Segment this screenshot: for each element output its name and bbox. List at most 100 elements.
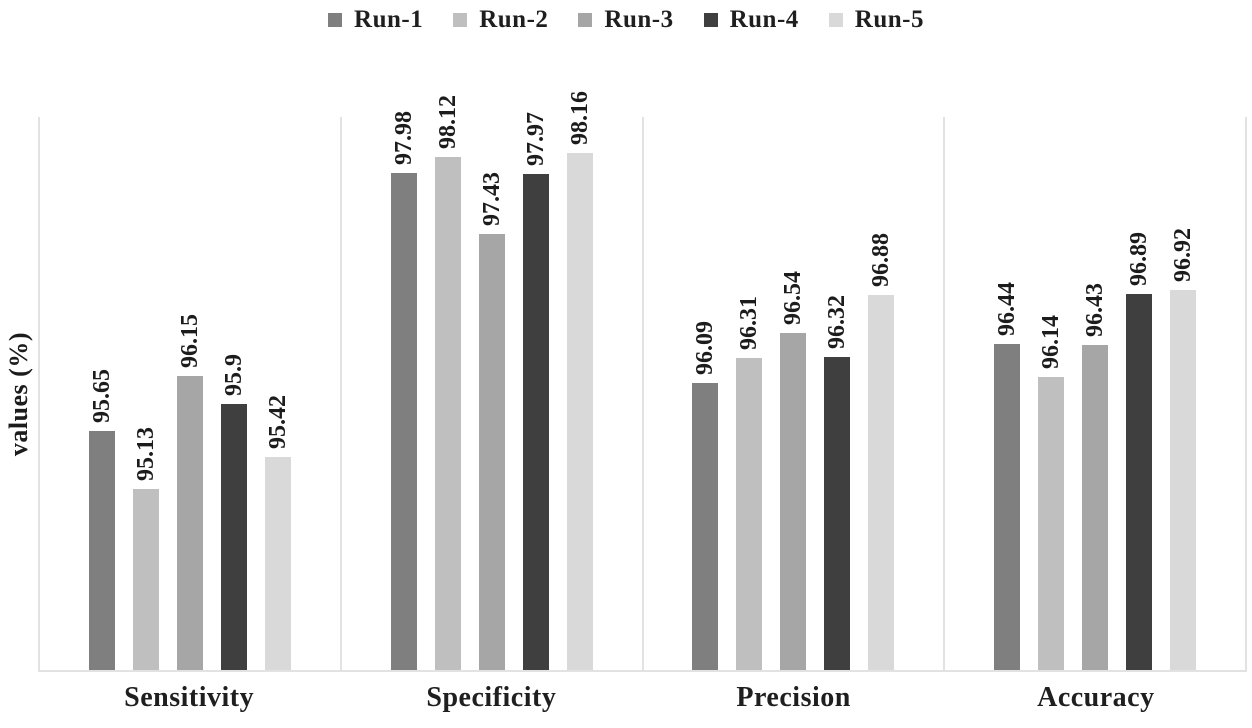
bar-run-5-precision bbox=[868, 295, 895, 670]
bar-value-label-container: 96.44 bbox=[994, 282, 1020, 336]
legend-item-run-3: Run-3 bbox=[578, 6, 673, 34]
bar-value-label: 98.12 bbox=[434, 95, 461, 149]
bar-run-1-accuracy bbox=[994, 344, 1021, 670]
bar-value-label-container: 98.12 bbox=[435, 95, 461, 149]
category-panel-precision: 96.09 96.31 96.54 96.32 96.88 bbox=[644, 117, 946, 670]
bar-unit: 96.43 bbox=[1082, 117, 1109, 670]
category-panel-specificity: 97.98 98.12 97.43 97.97 98.16 bbox=[342, 91, 644, 670]
bar-run-1-precision bbox=[692, 383, 719, 670]
bar-value-label-container: 95.42 bbox=[265, 395, 291, 449]
bar-value-label: 95.42 bbox=[264, 395, 291, 449]
bar-unit: 96.09 bbox=[692, 117, 719, 670]
bar-run-3-specificity bbox=[478, 234, 505, 670]
bar-value-label: 96.43 bbox=[1082, 283, 1109, 337]
bar-value-label: 96.54 bbox=[780, 271, 807, 325]
category-label-specificity: Specificity bbox=[426, 682, 557, 713]
bar-run-1-sensitivity bbox=[88, 431, 115, 670]
y-axis-label-container: values (%) bbox=[2, 117, 36, 672]
bar-value-label-container: 95.13 bbox=[133, 427, 159, 481]
bar-value-label-container: 95.65 bbox=[89, 369, 115, 423]
plot-area: 95.65 95.13 96.15 95.9 95.42 97.98 98.12 97.43 9… bbox=[38, 91, 1247, 672]
bar-unit: 96.15 bbox=[176, 117, 203, 670]
bar-unit: 96.44 bbox=[994, 117, 1021, 670]
bar-run-2-specificity bbox=[434, 157, 461, 670]
bar-value-label-container: 96.32 bbox=[824, 295, 850, 349]
bar-unit: 95.42 bbox=[264, 117, 291, 670]
bar-run-4-accuracy bbox=[1126, 294, 1153, 670]
category-label-sensitivity: Sensitivity bbox=[124, 682, 255, 713]
category-panel-sensitivity: 95.65 95.13 96.15 95.9 95.42 bbox=[40, 117, 342, 670]
legend-item-run-4: Run-4 bbox=[703, 6, 799, 34]
category-label-precision: Precision bbox=[736, 682, 851, 713]
bar-value-label-container: 97.98 bbox=[391, 111, 417, 165]
bar-value-label: 96.88 bbox=[868, 233, 895, 287]
bar-value-label: 96.89 bbox=[1126, 232, 1153, 286]
bar-value-label: 98.16 bbox=[566, 91, 593, 145]
bar-run-3-accuracy bbox=[1082, 345, 1109, 670]
bar-value-label: 96.31 bbox=[736, 296, 763, 350]
bar-run-3-precision bbox=[780, 333, 807, 670]
bar-value-label: 97.43 bbox=[478, 172, 505, 226]
bar-unit: 96.14 bbox=[1038, 117, 1065, 670]
bar-group: 96.44 96.14 96.43 96.89 96.92 bbox=[945, 117, 1245, 670]
legend-item-run-1: Run-1 bbox=[328, 6, 423, 34]
bar-unit: 97.43 bbox=[478, 117, 505, 670]
bar-value-label: 96.09 bbox=[692, 321, 719, 375]
bar-unit: 95.65 bbox=[88, 117, 115, 670]
category-labels-row: Sensitivity Specificity Precision Accuracy bbox=[38, 682, 1247, 722]
legend-label: Run-4 bbox=[729, 6, 799, 33]
bar-run-5-accuracy bbox=[1170, 290, 1197, 670]
bar-unit: 96.31 bbox=[736, 117, 763, 670]
bar-value-label: 96.32 bbox=[824, 295, 851, 349]
bar-value-label-container: 96.09 bbox=[692, 321, 718, 375]
bar-unit: 96.92 bbox=[1170, 117, 1197, 670]
legend-item-run-2: Run-2 bbox=[453, 6, 548, 34]
bar-unit: 95.13 bbox=[132, 117, 159, 670]
bar-value-label-container: 96.43 bbox=[1082, 283, 1108, 337]
bar-value-label: 95.9 bbox=[220, 354, 247, 396]
bar-run-4-specificity bbox=[522, 174, 549, 670]
legend-item-run-5: Run-5 bbox=[828, 6, 924, 34]
bar-value-label-container: 97.97 bbox=[523, 112, 549, 166]
bar-value-label-container: 95.9 bbox=[221, 354, 247, 396]
bar-value-label-container: 96.88 bbox=[868, 233, 894, 287]
bar-group: 96.09 96.31 96.54 96.32 96.88 bbox=[644, 117, 944, 670]
bar-run-2-accuracy bbox=[1038, 377, 1065, 670]
bar-value-label: 95.13 bbox=[132, 427, 159, 481]
bar-unit: 98.16 bbox=[566, 91, 593, 670]
bar-unit: 96.89 bbox=[1126, 117, 1153, 670]
bar-value-label: 96.44 bbox=[994, 282, 1021, 336]
category-panel-accuracy: 96.44 96.14 96.43 96.89 96.92 bbox=[945, 117, 1245, 670]
bar-run-2-precision bbox=[736, 358, 763, 670]
bar-unit: 96.88 bbox=[868, 117, 895, 670]
bar-unit: 97.97 bbox=[522, 112, 549, 670]
bar-value-label: 96.14 bbox=[1038, 315, 1065, 369]
bar-value-label: 96.15 bbox=[176, 314, 203, 368]
bar-unit: 96.32 bbox=[824, 117, 851, 670]
bar-value-label-container: 98.16 bbox=[567, 91, 593, 145]
bar-run-4-precision bbox=[824, 357, 851, 670]
bar-value-label: 96.92 bbox=[1170, 228, 1197, 282]
bar-value-label-container: 96.14 bbox=[1038, 315, 1064, 369]
bar-value-label: 97.97 bbox=[522, 112, 549, 166]
bar-run-3-sensitivity bbox=[176, 376, 203, 670]
bar-group: 95.65 95.13 96.15 95.9 95.42 bbox=[40, 117, 340, 670]
legend-label: Run-2 bbox=[479, 6, 549, 33]
bar-run-5-specificity bbox=[566, 153, 593, 670]
bar-run-1-specificity bbox=[390, 173, 417, 670]
bar-value-label-container: 97.43 bbox=[479, 172, 505, 226]
legend-swatch-icon bbox=[578, 13, 593, 27]
legend-swatch-icon bbox=[453, 13, 468, 27]
bar-run-2-sensitivity bbox=[132, 489, 159, 670]
bar-value-label-container: 96.92 bbox=[1170, 228, 1196, 282]
legend-swatch-icon bbox=[328, 13, 343, 27]
bar-group: 97.98 98.12 97.43 97.97 98.16 bbox=[342, 91, 642, 670]
bar-value-label-container: 96.31 bbox=[736, 296, 762, 350]
bar-unit: 97.98 bbox=[390, 111, 417, 670]
bar-value-label-container: 96.89 bbox=[1126, 232, 1152, 286]
y-axis-label: values (%) bbox=[4, 332, 33, 457]
bar-value-label-container: 96.15 bbox=[177, 314, 203, 368]
category-label-accuracy: Accuracy bbox=[1037, 682, 1155, 713]
legend-label: Run-3 bbox=[604, 6, 674, 33]
legend-swatch-icon bbox=[828, 13, 843, 27]
